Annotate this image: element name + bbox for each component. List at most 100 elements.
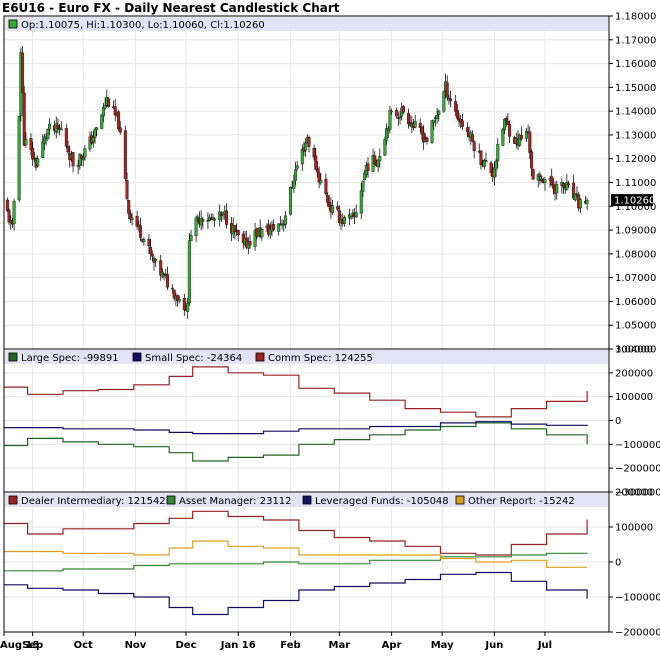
y-tick-label: 1.08000 (615, 249, 656, 260)
candle-body (224, 210, 228, 225)
candle-body (524, 131, 528, 139)
series-leveraged-funds-line (4, 571, 588, 616)
candle-body (100, 114, 104, 129)
candle-body (187, 240, 191, 304)
candle-body (418, 122, 422, 128)
candle-body (288, 186, 292, 215)
series-dealer-intermediary-line (4, 510, 588, 556)
x-tick-label: Jul (537, 640, 552, 651)
candle-body (398, 116, 402, 119)
grid-layer (3, 15, 609, 633)
candle-body (150, 253, 154, 257)
x-tick-label: Aug 15 (0, 640, 39, 651)
candle-body (540, 178, 544, 181)
legend-swatch-large-spec (8, 352, 18, 362)
candle-body (64, 128, 68, 147)
y-tick-label: 1.12000 (615, 154, 656, 165)
candle-body (292, 181, 296, 189)
candle-body (359, 190, 363, 214)
candle-body (194, 217, 198, 237)
candle-body (567, 183, 571, 185)
y-tick-label: −300000 (615, 488, 660, 499)
series-asset-manager-line (4, 552, 588, 572)
candle-body (572, 182, 576, 199)
y-tick-label: 200000 (615, 488, 653, 499)
x-tick-label: Jun (484, 640, 503, 651)
candle-body (165, 274, 169, 288)
legend-swatch-small-spec (132, 352, 142, 362)
candle-body (294, 169, 298, 181)
y-tick-label: 1.06000 (615, 297, 656, 308)
y-tick-label: 300000 (615, 345, 653, 356)
legend-other-report: Other Report: -15242 (468, 496, 575, 507)
candle-body (496, 143, 500, 161)
candle-body (101, 107, 105, 117)
candle-body (95, 127, 99, 130)
candle-body (531, 169, 535, 180)
candle-body (395, 110, 399, 117)
candle-body (196, 216, 200, 219)
candle-body (390, 110, 394, 113)
x-tick-label: May (431, 640, 454, 651)
y-tick-label: 1.04000 (615, 345, 656, 356)
candle-body (177, 299, 181, 302)
candle-body (22, 92, 26, 146)
candle-body (213, 218, 217, 221)
candle-body (465, 127, 469, 133)
candle-body (118, 127, 122, 133)
candle-body (189, 235, 193, 242)
candle-body (186, 303, 190, 312)
legend-swatch-asset-manager (166, 495, 176, 505)
candle-body (125, 179, 129, 199)
legend-bars: Op:1.10075, Hi:1.10300, Lo:1.10060, Cl:1… (5, 17, 608, 507)
candle-body (182, 297, 186, 311)
candle-body (29, 138, 33, 150)
y-tick-label: −100000 (615, 440, 660, 451)
y-tick-label: 100000 (615, 523, 653, 534)
y-tick-label: 1.14000 (615, 107, 656, 118)
candle-body (248, 241, 252, 246)
y-tick-label: 100000 (615, 392, 653, 403)
candle-body (300, 148, 304, 165)
candle-body (378, 156, 382, 162)
cot-lines (4, 366, 588, 616)
y-tick-label: 1.10000 (615, 202, 656, 213)
candle-body (260, 228, 264, 238)
candle-body (501, 129, 505, 146)
candlestick-series (5, 45, 589, 319)
x-tick-label: Apr (382, 640, 402, 651)
candle-body (388, 110, 392, 130)
candle-body (142, 239, 146, 242)
x-tick-label: Dec (175, 640, 196, 651)
candle-body (342, 216, 346, 224)
candle-body (159, 260, 163, 276)
candle-body (130, 217, 134, 220)
candle-body (460, 120, 464, 127)
series-comm-spec-line (4, 366, 588, 418)
x-tick-label: Sep (22, 640, 43, 651)
candle-body (236, 230, 240, 236)
candle-body (504, 117, 508, 121)
candle-body (66, 146, 70, 153)
y-tick-label: 1.07000 (615, 273, 656, 284)
candle-body (455, 109, 459, 119)
candle-body (139, 225, 143, 238)
candle-body (283, 215, 287, 225)
series-large-spec-line (4, 422, 588, 462)
candle-body (555, 184, 559, 194)
last-price-label: 1.10260 (614, 196, 655, 207)
candle-body (442, 91, 446, 112)
y-tick-label: 1.13000 (615, 130, 656, 141)
y-tick-label: 0 (615, 416, 621, 427)
x-tick-label: Nov (125, 640, 147, 651)
legend-small-spec: Small Spec: -24364 (145, 353, 242, 364)
candle-body (91, 137, 95, 143)
legend-comm-spec: Comm Spec: 124255 (268, 353, 373, 364)
y-tick-label: 1.16000 (615, 59, 656, 70)
candle-body (413, 121, 417, 128)
candle-body (24, 139, 28, 146)
candle-body (425, 137, 429, 142)
legend-asset-manager: Asset Manager: 23112 (179, 496, 292, 507)
candle-body (117, 111, 121, 130)
candle-body (354, 212, 358, 218)
